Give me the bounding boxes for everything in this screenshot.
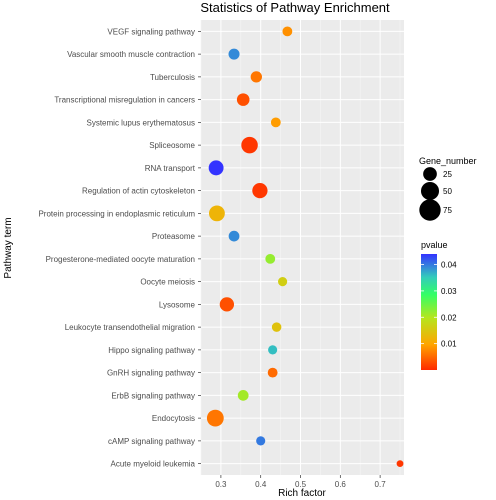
color-legend-label: 0.03 bbox=[441, 287, 457, 296]
size-legend-key bbox=[419, 199, 441, 221]
data-point bbox=[396, 460, 404, 468]
data-point bbox=[282, 26, 293, 37]
y-tick-label: Endocytosis bbox=[152, 414, 195, 423]
chart-title: Statistics of Pathway Enrichment bbox=[200, 0, 390, 15]
y-tick-label: Proteasome bbox=[152, 232, 196, 241]
y-tick-label: cAMP signaling pathway bbox=[108, 437, 195, 446]
y-tick-label: Systemic lupus erythematosus bbox=[87, 118, 196, 127]
y-tick-label: Acute myeloid leukemia bbox=[111, 460, 196, 469]
data-point bbox=[267, 367, 278, 378]
y-axis-ticks: VEGF signaling pathway Vascular smooth mu… bbox=[38, 27, 201, 469]
y-tick-label: Oocyte meiosis bbox=[140, 278, 195, 287]
data-point bbox=[208, 160, 224, 176]
color-legend: pvalue 0.01 0.02 0.03 0.04 bbox=[421, 240, 457, 370]
y-tick-label: VEGF signaling pathway bbox=[107, 27, 195, 36]
data-point bbox=[219, 297, 235, 312]
data-point bbox=[278, 277, 288, 287]
y-tick-label: Protein processing in endoplasmic reticu… bbox=[38, 209, 195, 218]
size-legend-key bbox=[423, 167, 437, 181]
data-point bbox=[237, 389, 249, 401]
x-axis-label: Rich factor bbox=[278, 488, 326, 499]
data-point bbox=[228, 48, 240, 60]
y-tick-label: GnRH signaling pathway bbox=[107, 369, 195, 378]
y-axis-label: Pathway term bbox=[3, 217, 14, 278]
color-legend-label: 0.04 bbox=[441, 261, 457, 270]
data-point bbox=[236, 93, 250, 106]
plot-panel bbox=[201, 20, 404, 475]
data-point bbox=[271, 322, 282, 332]
size-legend-label: 25 bbox=[443, 170, 452, 179]
size-legend-title: Gene_number bbox=[419, 156, 477, 166]
size-legend-label: 50 bbox=[443, 187, 452, 196]
y-tick-label: Lysosome bbox=[159, 300, 196, 309]
x-tick-label: 0.6 bbox=[335, 480, 347, 489]
color-bar bbox=[421, 254, 437, 370]
x-tick-label: 0.4 bbox=[255, 480, 267, 489]
data-point bbox=[250, 71, 262, 83]
y-tick-label: Transcriptional misregulation in cancers bbox=[54, 96, 195, 105]
color-legend-label: 0.01 bbox=[441, 340, 457, 349]
y-tick-label: ErbB signaling pathway bbox=[111, 391, 195, 400]
x-tick-label: 0.3 bbox=[215, 480, 227, 489]
y-tick-label: Hippo signaling pathway bbox=[108, 346, 195, 355]
data-point bbox=[252, 182, 268, 199]
data-point bbox=[256, 436, 266, 446]
y-tick-label: Progesterone-mediated oocyte maturation bbox=[46, 255, 195, 264]
data-point bbox=[206, 409, 224, 427]
data-point bbox=[209, 205, 225, 222]
color-legend-title: pvalue bbox=[421, 240, 448, 250]
data-point bbox=[241, 136, 258, 154]
data-point bbox=[268, 345, 278, 355]
y-tick-label: Spliceosome bbox=[149, 141, 195, 150]
y-tick-label: Vascular smooth muscle contraction bbox=[67, 50, 195, 59]
data-point bbox=[265, 253, 276, 264]
y-tick-label: Regulation of actin cytoskeleton bbox=[82, 187, 195, 196]
size-legend: Gene_number 25 50 75 bbox=[419, 156, 477, 221]
data-point bbox=[270, 117, 281, 128]
y-tick-label: RNA transport bbox=[145, 164, 196, 173]
color-legend-label: 0.02 bbox=[441, 313, 457, 322]
y-tick-label: Leukocyte transendothelial migration bbox=[65, 323, 195, 332]
x-axis-ticks: 0.3 0.4 0.5 0.6 0.7 bbox=[215, 475, 386, 489]
data-point bbox=[228, 230, 240, 242]
x-tick-label: 0.7 bbox=[375, 480, 387, 489]
y-tick-label: Tuberculosis bbox=[150, 73, 195, 82]
data-points bbox=[206, 26, 404, 468]
x-tick-label: 0.5 bbox=[295, 480, 307, 489]
size-legend-label: 75 bbox=[443, 206, 452, 215]
grid bbox=[200, 20, 404, 475]
size-legend-key bbox=[420, 181, 440, 201]
